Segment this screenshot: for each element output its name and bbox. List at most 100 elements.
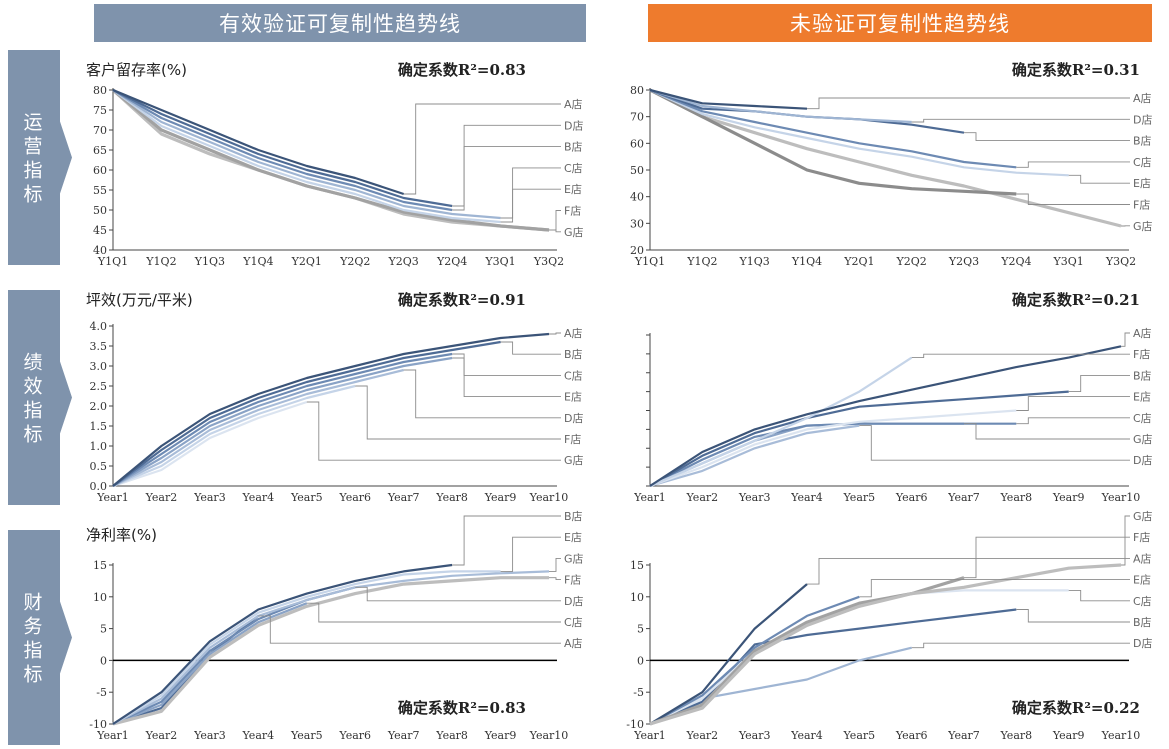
- row-label-char: 运: [23, 112, 42, 134]
- series-line-F店: [112, 576, 549, 726]
- x-tick-label: Y2Q4: [1000, 255, 1031, 268]
- legend-leader-line: [964, 132, 1130, 142]
- row-label-char: 营: [23, 136, 42, 158]
- row-label-char: 指: [23, 400, 42, 422]
- y-tick-label: 0: [100, 654, 107, 667]
- y-tick-label: 45: [93, 224, 107, 237]
- x-tick-label: Year8: [1000, 491, 1033, 504]
- series-line-E店: [649, 595, 860, 725]
- x-tick-label: Year8: [1000, 729, 1033, 742]
- y-tick-label: 3.0: [90, 360, 108, 373]
- x-tick-label: Year10: [1101, 729, 1141, 742]
- x-tick-label: Year10: [529, 729, 569, 742]
- legend-leader-line: [500, 536, 561, 572]
- y-tick-label: -10: [89, 718, 107, 731]
- series-line-F店: [649, 356, 913, 488]
- series-line-E店: [112, 570, 501, 725]
- series-line-A店: [112, 88, 405, 196]
- legend-label-B店: B店: [564, 347, 583, 361]
- y-tick-label: 4.0: [90, 320, 108, 333]
- y-tick-label: 55: [93, 184, 107, 197]
- x-tick-label: Year1: [633, 729, 666, 742]
- series-line-G店: [112, 570, 550, 725]
- y-tick-label: 80: [93, 84, 107, 97]
- y-tick-label: 20: [630, 244, 644, 257]
- y-tick-label: 0.5: [90, 460, 108, 473]
- chart-fin-valid: 净利率(%) 确定系数R²=0.83 -10 -5 0 5 10 15 Year1 Year2 Ye…: [86, 509, 584, 742]
- series-line-F店: [111, 88, 550, 232]
- series-line-G店: [649, 88, 1122, 228]
- x-tick-label: Year6: [338, 729, 371, 742]
- x-tick-label: Year10: [1101, 491, 1141, 504]
- legend-label-A店: A店: [1133, 551, 1152, 565]
- y-tick-label: 1.0: [90, 440, 108, 453]
- legend-label-G店: G店: [1133, 509, 1153, 523]
- legend-leader-line: [1121, 332, 1130, 347]
- legend-label-G店: G店: [1133, 432, 1153, 446]
- x-tick-label: Year1: [96, 729, 129, 742]
- r-squared-annotation: 确定系数R²=0.83: [398, 699, 526, 717]
- legend-leader-line: [500, 341, 561, 355]
- x-tick-label: Year4: [242, 491, 275, 504]
- x-tick-label: Y1Q2: [686, 255, 717, 268]
- x-tick-label: Year7: [387, 491, 420, 504]
- legend-leader-line: [1016, 417, 1130, 425]
- legend-label-G店: G店: [564, 225, 584, 239]
- legend-label-B店: B店: [564, 509, 583, 523]
- chart-ops-valid: 客户留存率(%) 确定系数R²=0.83 40 45 50 55 60 65 70 75 80 Y1Q…: [86, 61, 584, 268]
- legend-leader-line: [911, 118, 1130, 123]
- series-line-A店: [649, 88, 808, 110]
- legend-leader-line: [355, 385, 561, 440]
- series-line-A店: [112, 332, 550, 487]
- legend-label-C店: C店: [564, 368, 583, 382]
- x-tick-label: Year6: [895, 491, 928, 504]
- legend-label-D店: D店: [1133, 636, 1152, 650]
- y-tick-label: 70: [630, 111, 644, 124]
- y-tick-label: 2.0: [90, 400, 108, 413]
- legend-leader-line: [807, 557, 1130, 585]
- r-squared-annotation: 确定系数R²=0.21: [1012, 291, 1140, 309]
- chart-perf-unvalid: 确定系数R²=0.21 Year1 Year2 Year3 Year4 Year5 Year…: [633, 291, 1152, 504]
- legend-leader-line: [306, 401, 561, 461]
- legend-label-D店: D店: [1133, 453, 1152, 467]
- y-tick-label: -10: [626, 718, 644, 731]
- series-line-D店: [112, 89, 453, 208]
- x-tick-label: Y1Q3: [194, 255, 225, 268]
- y-tick-label: 1.5: [90, 420, 108, 433]
- legend-leader-line: [306, 602, 561, 623]
- charts-layer: 客户留存率(%) 确定系数R²=0.83404550556065707580Y1Q…: [86, 61, 1153, 742]
- legend-label-C店: C店: [1133, 411, 1152, 425]
- row-label-char: 绩: [23, 352, 42, 374]
- legend-leader-line: [403, 369, 561, 419]
- legend-leader-line: [964, 423, 1130, 440]
- legend-label-A店: A店: [1133, 91, 1152, 105]
- x-tick-label: Year3: [193, 729, 226, 742]
- r-squared-annotation: 确定系数R²=0.91: [398, 291, 526, 309]
- legend-leader-line: [964, 536, 1130, 579]
- legend-label-F店: F店: [1133, 347, 1150, 361]
- y-tick-label: 60: [630, 137, 644, 150]
- row-label-char: 指: [23, 640, 42, 662]
- y-tick-label: 10: [93, 591, 107, 604]
- row-label-char: 效: [23, 376, 42, 398]
- header-valid: 有效验证可复制性趋势线: [94, 4, 586, 42]
- legend-leader-line: [807, 97, 1130, 110]
- series-line-C店: [112, 352, 453, 487]
- legend-leader-line: [1016, 396, 1130, 411]
- x-tick-label: Y2Q4: [436, 255, 467, 268]
- series-line-E店: [649, 89, 1069, 177]
- legend-leader-line: [911, 353, 1130, 359]
- chart-title: 净利率(%): [86, 526, 157, 544]
- x-tick-label: Year1: [96, 491, 129, 504]
- y-tick-label: 50: [93, 204, 107, 217]
- y-tick-label: 0.0: [90, 480, 108, 493]
- x-tick-label: Year5: [843, 729, 876, 742]
- row-label-char: 务: [23, 616, 42, 638]
- y-tick-label: 15: [93, 559, 107, 572]
- chart-title: 客户留存率(%): [86, 61, 187, 79]
- x-tick-label: Y1Q4: [242, 255, 273, 268]
- y-tick-label: -5: [96, 686, 107, 699]
- legend-label-D店: D店: [1133, 112, 1152, 126]
